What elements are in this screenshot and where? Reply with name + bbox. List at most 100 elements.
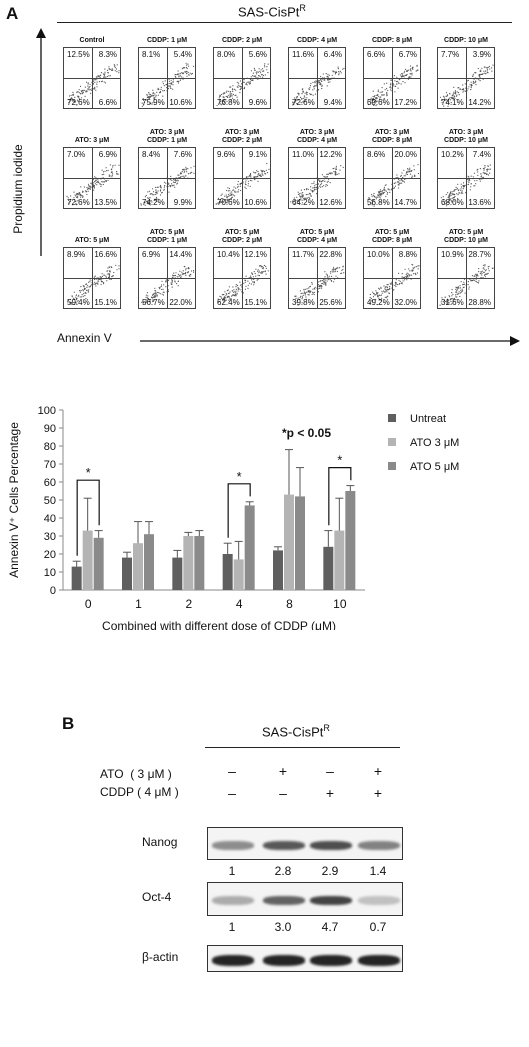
flow-label: ATO: 5 μM CDDP: 4 μM xyxy=(282,229,352,245)
quadrant-ll-value: 59.4% xyxy=(67,298,90,307)
flow-scatter xyxy=(440,164,491,207)
flow-label-line: Control xyxy=(79,37,105,44)
blot-band xyxy=(212,840,254,850)
quadrant-ul-value: 12.5% xyxy=(67,50,90,59)
flow-scatter xyxy=(369,263,420,306)
flow-label: ATO: 3 μM CDDP: 4 μM xyxy=(282,129,352,145)
x-tick-label: 8 xyxy=(286,597,293,611)
blot-band xyxy=(212,954,254,966)
legend-label: ATO 3 μM xyxy=(410,437,459,449)
y-tick-label: 60 xyxy=(44,477,56,489)
flow-plot: 8.0% 5.6% 76.8% 9.6% xyxy=(213,47,271,109)
flow-plot: 8.6% 20.0% 56.8% 14.7% xyxy=(363,147,421,209)
quadrant-ul-value: 8.0% xyxy=(217,50,236,59)
y-tick-label: 80 xyxy=(44,441,56,453)
quadrant-line-horizontal xyxy=(438,78,494,79)
quadrant-lr-value: 15.1% xyxy=(94,298,117,307)
flow-label: CDDP: 4 μM xyxy=(282,37,352,45)
bar-2 xyxy=(194,536,205,590)
flow-label-line: CDDP: 10 μM xyxy=(444,37,488,44)
quadrant-lr-value: 15.1% xyxy=(244,298,267,307)
flow-label-line: CDDP: 4 μM xyxy=(296,237,338,244)
quadrant-line-horizontal xyxy=(364,278,420,279)
quadrant-ul-value: 7.7% xyxy=(441,50,460,59)
significance-star: * xyxy=(237,469,242,484)
x-tick-label: 0 xyxy=(85,597,92,611)
quadrant-line-horizontal xyxy=(364,78,420,79)
flow-label-line: ATO: 5 μM xyxy=(299,229,335,236)
flow-label-line: ATO: 5 μM xyxy=(74,237,110,244)
flow-label: CDDP: 10 μM xyxy=(431,37,501,45)
flow-label: Control xyxy=(57,37,127,45)
flow-plot: 7.0% 6.9% 72.6% 13.5% xyxy=(63,147,121,209)
panel-a-letter: A xyxy=(6,4,19,23)
flow-label-line: ATO: 3 μM xyxy=(74,137,110,144)
flow-label-line: CDDP: 10 μM xyxy=(444,137,488,144)
bar-2 xyxy=(93,537,104,590)
quadrant-lr-value: 9.4% xyxy=(323,98,342,107)
quadrant-ul-value: 8.6% xyxy=(367,150,386,159)
flow-scatter xyxy=(215,162,270,205)
blot-label: Nanog xyxy=(142,835,178,849)
blot-label: Oct-4 xyxy=(142,890,172,904)
bar-1 xyxy=(82,530,93,590)
quadrant-line-horizontal xyxy=(364,178,420,179)
treatment-label-ato: ATO ( 3 μM ) xyxy=(100,767,172,781)
quadrant-ur-value: 16.6% xyxy=(94,250,117,259)
treatment-label-cddp: CDDP ( 4 μM ) xyxy=(100,785,179,799)
blot-quantification: 4.7 xyxy=(321,920,339,934)
treatment-sign: + xyxy=(373,785,383,801)
x-tick-label: 2 xyxy=(185,597,192,611)
flow-plot: 8.4% 7.6% 74.2% 9.9% xyxy=(138,147,196,209)
quadrant-line-horizontal xyxy=(214,278,270,279)
panel-a-title-main: SAS-CisPt xyxy=(238,4,300,20)
legend-swatch xyxy=(388,414,396,422)
quadrant-ur-value: 5.4% xyxy=(173,50,192,59)
bar-1 xyxy=(284,494,294,590)
blot-image xyxy=(207,827,403,860)
flow-label: ATO: 3 μM CDDP: 10 μM xyxy=(431,129,501,145)
quadrant-lr-value: 22.0% xyxy=(169,298,192,307)
treatment-sign: – xyxy=(228,785,236,801)
flow-label: ATO: 5 μM CDDP: 10 μM xyxy=(431,229,501,245)
blot-band xyxy=(358,954,400,966)
quadrant-ur-value: 9.1% xyxy=(248,150,267,159)
flow-label-line: ATO: 5 μM xyxy=(224,229,260,236)
panel-b-title-sup: R xyxy=(323,723,330,733)
blot-quantification: 1 xyxy=(228,920,236,934)
panel-b-letter: B xyxy=(62,714,75,733)
quadrant-ur-value: 6.4% xyxy=(323,50,342,59)
flow-label-line: CDDP: 2 μM xyxy=(221,37,263,44)
flow-label-line: ATO: 5 μM xyxy=(149,229,185,236)
quadrant-lr-value: 14.7% xyxy=(394,198,417,207)
flow-label-line: CDDP: 1 μM xyxy=(146,37,188,44)
quadrant-ll-value: 56.8% xyxy=(367,198,390,207)
flow-label-line: ATO: 5 μM xyxy=(374,229,410,236)
quadrant-ur-value: 28.7% xyxy=(468,250,491,259)
flow-plot: 11.6% 6.4% 72.6% 9.4% xyxy=(288,47,346,109)
quadrant-ur-value: 12.2% xyxy=(319,150,342,159)
bar-0 xyxy=(273,550,283,590)
significance-bracket xyxy=(76,479,100,556)
quadrant-ur-value: 7.4% xyxy=(472,150,491,159)
quadrant-ul-value: 11.6% xyxy=(292,50,315,59)
flow-plot: 10.0% 8.8% 49.2% 32.0% xyxy=(363,247,421,309)
x-axis-arrow xyxy=(140,336,520,346)
y-tick-label: 40 xyxy=(44,513,56,525)
blot-quantification: 1 xyxy=(228,864,236,878)
y-tick-label: 70 xyxy=(44,459,56,471)
y-tick-label: 90 xyxy=(44,423,56,435)
quadrant-ll-value: 72.6% xyxy=(67,98,90,107)
quadrant-line-horizontal xyxy=(289,178,345,179)
flow-plot: 6.6% 6.7% 69.6% 17.2% xyxy=(363,47,421,109)
flow-label-line: ATO: 3 μM xyxy=(374,129,410,136)
quadrant-lr-value: 32.0% xyxy=(394,298,417,307)
flow-plot: 10.2% 7.4% 68.0% 13.6% xyxy=(437,147,495,209)
treatment-sign: + xyxy=(278,763,288,779)
blot-image xyxy=(207,945,403,972)
significance-bracket xyxy=(227,483,251,538)
quadrant-lr-value: 14.2% xyxy=(468,98,491,107)
quadrant-line-horizontal xyxy=(438,278,494,279)
flow-label: ATO: 3 μM CDDP: 8 μM xyxy=(357,129,427,145)
flow-label-line: ATO: 3 μM xyxy=(448,129,484,136)
